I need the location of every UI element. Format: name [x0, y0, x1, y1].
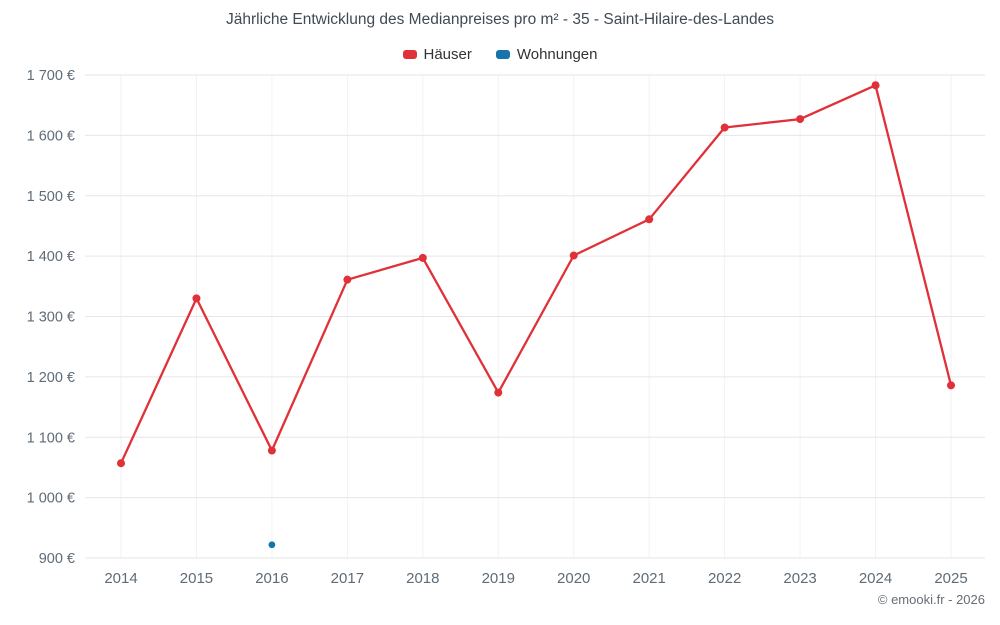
x-tick-label: 2015: [180, 570, 213, 587]
copyright-credit[interactable]: © emooki.fr - 2026: [877, 592, 985, 607]
legend-label-hauser: Häuser: [423, 46, 472, 63]
data-point-Häuser[interactable]: [418, 253, 427, 262]
y-tick-label: 1 300 €: [27, 310, 75, 326]
x-tick-label: 2024: [859, 570, 892, 587]
series-line-Häuser: [119, 84, 953, 465]
x-tick-label: 2025: [934, 570, 967, 587]
legend-label-wohnungen: Wohnungen: [516, 46, 598, 63]
x-tick-label: 2018: [406, 570, 439, 587]
data-point-Häuser[interactable]: [947, 381, 955, 390]
data-point-Häuser[interactable]: [871, 81, 880, 90]
x-tick-label: 2023: [783, 570, 816, 587]
x-tick-label: 2016: [255, 570, 288, 587]
x-tick-label: 2014: [104, 570, 137, 587]
data-point-Häuser[interactable]: [796, 115, 805, 124]
y-tick-label: 1 100 €: [27, 430, 75, 446]
chart-title: Jährliche Entwicklung des Medianpreises …: [226, 11, 774, 28]
y-tick-label: 1 600 €: [27, 128, 75, 144]
data-point-Häuser[interactable]: [645, 215, 654, 224]
data-point-Wohnungen[interactable]: [268, 541, 276, 549]
y-tick-label: 1 200 €: [27, 370, 75, 386]
data-point-Häuser[interactable]: [720, 123, 729, 132]
hauser-series-swatch-icon: [402, 50, 417, 59]
data-point-Häuser[interactable]: [117, 459, 125, 468]
x-tick-label: 2022: [708, 570, 741, 587]
y-tick-label: 900 €: [39, 551, 75, 567]
y-tick-label: 1 500 €: [27, 189, 75, 205]
y-tick-label: 1 000 €: [27, 491, 75, 507]
wohnungen-series-swatch-icon: [495, 50, 510, 59]
x-tick-label: 2017: [331, 570, 364, 587]
x-tick-label: 2021: [632, 570, 665, 587]
data-point-Häuser[interactable]: [569, 251, 578, 260]
y-tick-label: 1 700 €: [27, 68, 75, 84]
legend: Häuser Wohnungen: [0, 46, 1000, 63]
data-point-Häuser[interactable]: [192, 294, 201, 303]
legend-item-wohnungen[interactable]: Wohnungen: [495, 46, 598, 63]
x-tick-label: 2020: [557, 570, 590, 587]
data-point-Häuser[interactable]: [267, 446, 276, 455]
legend-item-hauser[interactable]: Häuser: [402, 46, 472, 63]
y-tick-label: 1 400 €: [27, 249, 75, 265]
x-tick-label: 2019: [482, 570, 515, 587]
data-point-Häuser[interactable]: [494, 388, 503, 397]
data-point-Häuser[interactable]: [343, 275, 352, 284]
